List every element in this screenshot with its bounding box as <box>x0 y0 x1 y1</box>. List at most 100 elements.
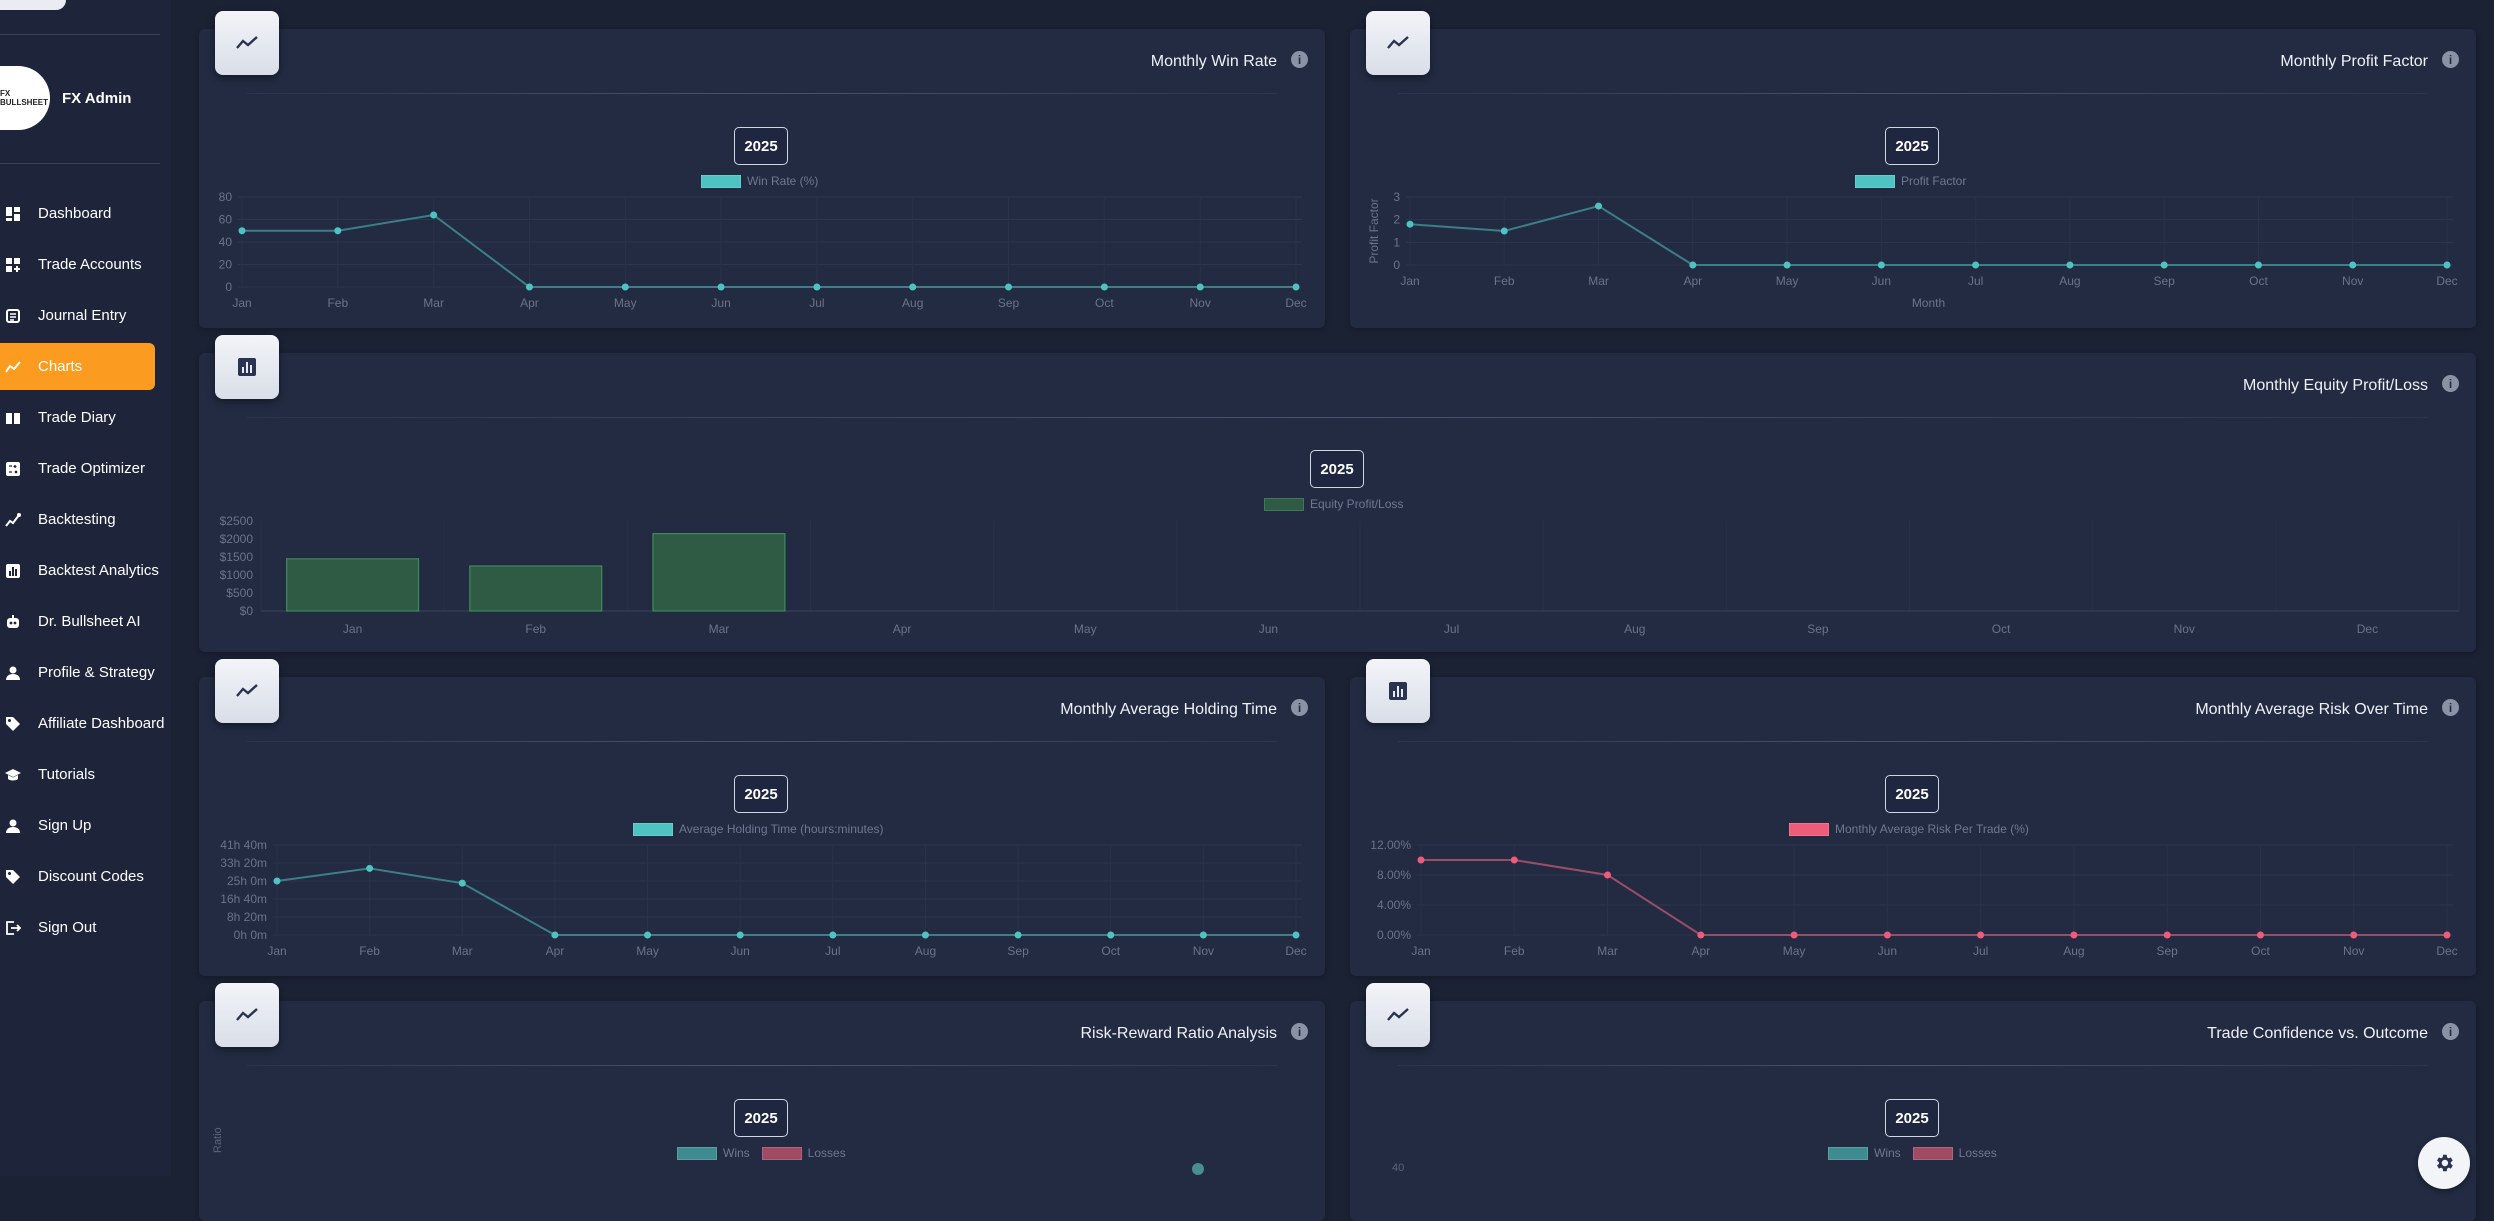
sidebar-item-label: Journal Entry <box>38 307 127 324</box>
data-point <box>1972 261 1980 269</box>
sidebar-item-tutorials[interactable]: Tutorials <box>0 749 171 800</box>
info-icon[interactable]: i <box>2442 375 2459 392</box>
info-icon[interactable]: i <box>2442 51 2459 68</box>
x-tick-label: Apr <box>546 944 565 958</box>
data-point <box>2070 931 2078 939</box>
data-point <box>736 931 744 939</box>
sidebar-item-discount-codes[interactable]: Discount Codes <box>0 851 171 902</box>
legend[interactable]: Wins Losses <box>1828 1146 1997 1160</box>
x-tick-label: Oct <box>2249 274 2268 288</box>
card-title: Monthly Profit Factor <box>2280 53 2428 70</box>
sidebar-item-journal-entry[interactable]: Journal Entry <box>0 290 171 341</box>
y-tick-label: $2000 <box>220 532 254 546</box>
sidebar-item-label: Sign Up <box>38 817 92 834</box>
data-point <box>458 879 466 887</box>
legend[interactable]: Win Rate (%) <box>701 174 818 188</box>
legend-swatch <box>1789 822 1829 836</box>
sidebar-item-trade-optimizer[interactable]: Trade Optimizer <box>0 443 171 494</box>
sidebar-item-label: Tutorials <box>38 766 95 783</box>
info-icon[interactable]: i <box>1291 51 1308 68</box>
y-tick-label: 16h 40m <box>220 892 267 906</box>
y-tick-label: 4.00% <box>1377 898 1411 912</box>
legend[interactable]: Wins Losses <box>677 1146 846 1160</box>
avatar[interactable]: FX BULLSHEET <box>0 66 50 130</box>
sidebar-item-label: Sign Out <box>38 919 97 936</box>
sidebar-item-backtest-analytics[interactable]: Backtest Analytics <box>0 545 171 596</box>
y-tick-label: 2 <box>1393 213 1400 227</box>
sidebar-item-backtesting[interactable]: Backtesting <box>0 494 171 545</box>
data-point <box>2443 261 2451 269</box>
sidebar-item-dashboard[interactable]: Dashboard <box>0 188 171 239</box>
legend[interactable]: Average Holding Time (hours:minutes) <box>633 822 884 836</box>
sidebar-item-profile-strategy[interactable]: Profile & Strategy <box>0 647 171 698</box>
sidebar-item-affiliate-dashboard[interactable]: Affiliate Dashboard <box>0 698 171 749</box>
robot-icon <box>5 614 21 630</box>
x-tick-label: Jul <box>1968 274 1983 288</box>
x-tick-label: Nov <box>2342 274 2363 288</box>
sidebar-top-button[interactable] <box>0 0 66 10</box>
info-icon[interactable]: i <box>2442 1023 2459 1040</box>
x-tick-label: Jun <box>731 944 750 958</box>
year-select[interactable]: 2025 <box>734 1099 788 1137</box>
sidebar-nav: Dashboard Trade Accounts Journal Entry Char… <box>0 188 171 953</box>
legend-swatch <box>633 822 673 836</box>
info-icon[interactable]: i <box>1291 699 1308 716</box>
y-tick-label: 0h 0m <box>234 928 267 942</box>
divider <box>247 1065 1277 1066</box>
legend[interactable]: Equity Profit/Loss <box>1264 497 1403 511</box>
data-point <box>829 931 837 939</box>
x-tick-label: Jan <box>1400 274 1419 288</box>
x-tick-label: Apr <box>893 622 912 636</box>
y-tick-label: 25h 0m <box>227 874 267 888</box>
x-tick-label: Mar <box>452 944 473 958</box>
year-select[interactable]: 2025 <box>1310 450 1364 488</box>
sidebar-item-sign-up[interactable]: Sign Up <box>0 800 171 851</box>
sidebar-item-charts[interactable]: Charts <box>0 341 171 392</box>
data-point <box>717 283 725 291</box>
x-tick-label: Nov <box>2343 944 2364 958</box>
y-tick-label: 3 <box>1393 190 1400 204</box>
year-select[interactable]: 2025 <box>1885 127 1939 165</box>
data-point <box>1406 220 1414 228</box>
legend-label: Win Rate (%) <box>747 174 819 188</box>
line-chart-icon <box>1366 11 1430 75</box>
card-confidence: Trade Confidence vs. Outcome i 2025 Wins… <box>1350 983 2476 1221</box>
x-tick-label: Nov <box>2174 622 2195 636</box>
card-title: Trade Confidence vs. Outcome <box>2207 1025 2428 1042</box>
year-select[interactable]: 2025 <box>1885 1099 1939 1137</box>
year-select[interactable]: 2025 <box>734 127 788 165</box>
data-point <box>1697 931 1705 939</box>
data-point <box>1005 283 1013 291</box>
legend[interactable]: Monthly Average Risk Per Trade (%) <box>1789 822 2029 836</box>
info-icon[interactable]: i <box>2442 699 2459 716</box>
legend-label-losses: Losses <box>1958 1146 1997 1160</box>
data-point <box>2350 931 2358 939</box>
charts-icon <box>5 359 21 375</box>
sidebar-item-sign-out[interactable]: Sign Out <box>0 902 171 953</box>
year-select[interactable]: 2025 <box>734 775 788 813</box>
year-select[interactable]: 2025 <box>1885 775 1939 813</box>
x-tick-label: Jul <box>1444 622 1459 636</box>
settings-gear-icon[interactable] <box>2418 1137 2470 1189</box>
bar <box>286 558 420 612</box>
info-icon[interactable]: i <box>1291 1023 1308 1040</box>
sidebar-item-trade-diary[interactable]: Trade Diary <box>0 392 171 443</box>
y-tick-label: $1500 <box>220 550 254 564</box>
bar <box>469 565 603 612</box>
person-icon <box>5 665 21 681</box>
legend[interactable]: Profit Factor <box>1855 174 1966 188</box>
sidebar-item-dr-bullsheet-ai[interactable]: Dr. Bullsheet AI <box>0 596 171 647</box>
y-tick-label: $1000 <box>220 568 254 582</box>
legend-swatch-losses <box>761 1146 802 1160</box>
active-highlight <box>0 343 155 390</box>
data-point <box>2163 931 2171 939</box>
x-tick-label: Aug <box>2063 944 2084 958</box>
sidebar-item-trade-accounts[interactable]: Trade Accounts <box>0 239 171 290</box>
tag-icon <box>5 716 21 732</box>
legend-swatch <box>1855 174 1895 188</box>
school-icon <box>5 767 21 783</box>
sidebar-item-label: Trade Accounts <box>38 256 142 273</box>
data-point <box>1292 283 1300 291</box>
data-point <box>1100 283 1108 291</box>
card-profit-factor: Monthly Profit Factor i 2025 Profit Fact… <box>1350 11 2476 328</box>
